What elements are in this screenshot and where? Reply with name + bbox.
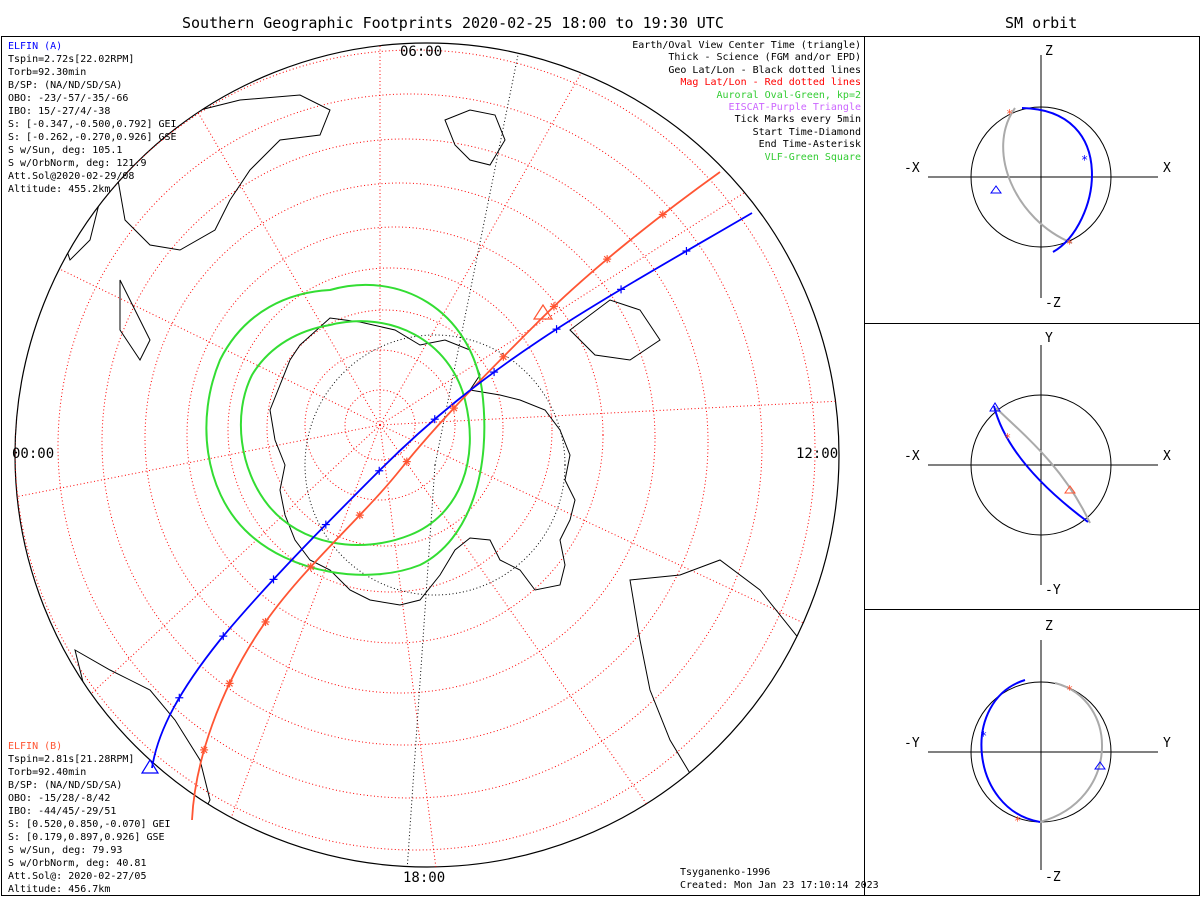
elfin-b-view-center-triangle (532, 303, 554, 320)
elfin-b-line: Altitude: 456.7km (8, 884, 111, 895)
panel1-bottom-label: -Z (1045, 296, 1061, 311)
ticks-b-tick (200, 746, 208, 754)
ticks-b-tick (659, 211, 667, 218)
elfin-a-line: S w/OrbNorm, deg: 121.9 (8, 158, 147, 169)
elfin-b-line: S w/OrbNorm, deg: 40.81 (8, 858, 147, 869)
legend-item: Start Time-Diamond (752, 126, 861, 138)
panel3-bottom-label: -Z (1045, 870, 1061, 885)
legend: Earth/Oval View Center Time (triangle) T… (632, 40, 861, 164)
elfin-a-line: S w/Sun, deg: 105.1 (8, 145, 123, 156)
elfin-a-line: Tspin=2.72s[22.02RPM] (8, 54, 135, 65)
svg-text:*: * (1014, 814, 1021, 828)
main-title: Southern Geographic Footprints 2020-02-2… (182, 14, 724, 32)
svg-text:*: * (1006, 107, 1013, 121)
elfin-a-ticks (175, 247, 691, 702)
elfin-a-line: Altitude: 455.2km (8, 184, 111, 195)
panel1-top-label: Z (1045, 44, 1053, 59)
legend-item: Mag Lat/Lon - Red dotted lines (680, 77, 861, 89)
elfin-a-line: S: [-0.262,-0.270,0.926] GSE (8, 132, 177, 143)
elfin-b-track (191, 171, 721, 821)
elfin-b-line: IBO: -44/45/-29/51 (8, 806, 117, 817)
elfin-a-info: ELFIN (A) Tspin=2.72s[22.02RPM] Torb=92.… (8, 40, 177, 196)
elfin-a-view-center-triangle (140, 758, 160, 774)
panel1-left-label: -X (904, 161, 920, 176)
elfin-b-line: S: [0.520,0.850,-0.070] GEI (8, 819, 171, 830)
elfin-a-line: OBO: -23/-57/-35/-66 (8, 93, 129, 104)
panel3-left-label: -Y (904, 736, 920, 751)
svg-text:*: * (1066, 683, 1073, 697)
legend-item: End Time-Asterisk (758, 139, 861, 151)
sm-orbit-xy: * (928, 345, 1158, 585)
geo-grid (304, 44, 566, 867)
mag-lat-grid (15, 49, 816, 851)
svg-text:*: * (1066, 237, 1073, 251)
elfin-a-line: B/SP: (NA/ND/SD/SA) (8, 80, 123, 91)
orbit-title: SM orbit (1005, 14, 1078, 32)
panel3-right-label: Y (1163, 736, 1171, 751)
ticks-b-tick (403, 458, 411, 466)
ticks-b-tick (550, 303, 558, 310)
panel1-right-label: X (1163, 161, 1171, 176)
ticks-b-tick (226, 679, 233, 687)
globe-outline (14, 42, 840, 868)
elfin-a-track (151, 212, 753, 769)
model-label: Tsyganenko-1996 (680, 867, 771, 878)
elfin-b-line: B/SP: (NA/ND/SD/SA) (8, 780, 123, 791)
legend-item: Auroral Oval-Green, kp=2 (716, 89, 862, 101)
elfin-b-line: Torb=92.40min (8, 767, 87, 778)
elfin-b-line: S: [0.179,0.897,0.926] GSE (8, 832, 165, 843)
auroral-oval (205, 283, 486, 576)
svg-text:*: * (1004, 431, 1011, 445)
svg-text:*: * (980, 729, 987, 743)
legend-item: VLF-Green Square (764, 151, 861, 163)
ticks-b-tick (603, 255, 611, 263)
created-label: Created: Mon Jan 23 17:10:14 2023 (680, 880, 879, 891)
elfin-a-line: Torb=92.30min (8, 67, 87, 78)
legend-item: Tick Marks every 5min (734, 114, 861, 126)
elfin-b-line: Tspin=2.81s[21.28RPM] (8, 754, 135, 765)
clock-label-left: 00:00 (12, 446, 55, 462)
ticks-b-tick (307, 563, 315, 571)
svg-text:*: * (1081, 153, 1088, 167)
legend-item: Earth/Oval View Center Time (triangle) (632, 40, 861, 51)
elfin-a-name: ELFIN (A) (8, 41, 63, 52)
ticks-b-tick (499, 353, 507, 361)
elfin-b-line: Att.Sol@: 2020-02-27/05 (8, 871, 147, 882)
legend-item: Geo Lat/Lon - Black dotted lines (668, 64, 861, 76)
panel2-top-label: Y (1045, 331, 1053, 346)
panel2-right-label: X (1163, 449, 1171, 464)
elfin-b-line: S w/Sun, deg: 79.93 (8, 845, 123, 856)
elfin-a-line: S: [-0.347,-0.500,0.792] GEI (8, 119, 177, 130)
sm-orbit-xz: * * * (928, 55, 1158, 298)
elfin-b-ticks (200, 210, 667, 754)
panel3-top-label: Z (1045, 619, 1053, 634)
clock-label-bottom: 18:00 (403, 870, 446, 886)
panel2-left-label: -X (904, 449, 920, 464)
elfin-b-name: ELFIN (B) (8, 741, 63, 752)
ticks-b-tick (356, 511, 364, 519)
elfin-b-info: ELFIN (B) Tspin=2.81s[21.28RPM] Torb=92.… (8, 740, 171, 896)
legend-item: Thick - Science (FGM and/or EPD) (668, 52, 861, 64)
elfin-b-line: OBO: -15/28/-8/42 (8, 793, 111, 804)
elfin-a-line: IBO: 15/-27/4/-38 (8, 106, 111, 117)
panel2-bottom-label: -Y (1045, 583, 1061, 598)
clock-label-top: 06:00 (400, 44, 443, 60)
coastlines (59, 94, 821, 831)
clock-label-right: 12:00 (796, 446, 839, 462)
footer: Tsyganenko-1996 Created: Mon Jan 23 17:1… (680, 866, 879, 892)
sm-orbit-yz: * * * (928, 640, 1158, 870)
ticks-b-tick (262, 618, 269, 626)
ticks-b-tick (450, 404, 458, 412)
elfin-a-line: Att.Sol@2020-02-29/08 (8, 171, 135, 182)
legend-item: EISCAT-Purple Triangle (728, 102, 861, 114)
